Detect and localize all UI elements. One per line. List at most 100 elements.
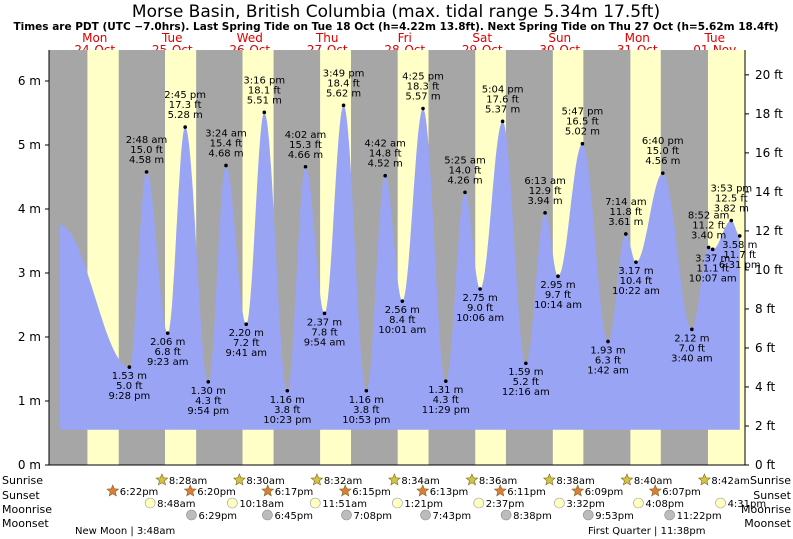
- sunset-icon: [338, 484, 352, 497]
- day-name: Wed: [237, 31, 263, 45]
- sunrise-icon: [697, 473, 711, 486]
- sunset-icon: [571, 484, 585, 497]
- tide-ft-label: 9.0 ft: [467, 303, 493, 314]
- tide-m-label: 4.26 m: [447, 175, 482, 186]
- moonset-time: 7:08pm: [354, 511, 393, 522]
- tide-extreme-point: [322, 311, 327, 316]
- sunset-time: 6:07pm: [662, 487, 701, 498]
- day-name: Mon: [625, 31, 650, 45]
- tide-time-label: 8:52 am: [688, 210, 730, 221]
- tide-ft-label: 12.5 ft: [715, 194, 748, 205]
- tide-extreme-point: [710, 247, 715, 252]
- day-name: Tue: [704, 31, 726, 45]
- tide-ft-label: 5.2 ft: [513, 377, 539, 388]
- new-moon-label: New Moon | 3:48am: [75, 526, 175, 537]
- sunrise-time: 8:32am: [324, 476, 362, 487]
- tide-m-label: 1.16 m: [270, 395, 305, 406]
- moonrise-time: 1:21pm: [404, 499, 443, 510]
- tide-ft-label: 18.4 ft: [327, 78, 360, 89]
- tide-ft-label: 4.3 ft: [195, 396, 221, 407]
- tide-extreme-point: [556, 274, 560, 279]
- left-tick-label: 2 m: [18, 330, 41, 344]
- tide-extreme-point: [400, 299, 405, 303]
- tide-time-label: 9:41 am: [225, 348, 267, 359]
- tide-ft-label: 9.7 ft: [545, 290, 571, 301]
- tide-ft-label: 15.4 ft: [210, 138, 243, 149]
- tide-time-label: 3:40 am: [671, 353, 713, 364]
- tide-time-label: 10:07 am: [689, 273, 737, 284]
- tide-time-label: 5:25 am: [444, 155, 486, 166]
- moonrise-time: 4:08pm: [645, 499, 684, 510]
- sunrise-time: 8:30am: [246, 476, 284, 487]
- tide-m-label: 5.57 m: [405, 92, 440, 103]
- moonrise-icon: [715, 497, 726, 509]
- tide-m-label: 5.62 m: [326, 88, 361, 99]
- tide-extreme-point: [706, 245, 711, 250]
- day-name: Sun: [548, 31, 571, 45]
- day-name: Mon: [82, 31, 107, 45]
- tide-m-label: 3.61 m: [608, 217, 643, 228]
- tide-m-label: 1.93 m: [590, 345, 625, 356]
- tide-m-label: 1.30 m: [191, 386, 226, 397]
- tide-m-label: 2.95 m: [540, 280, 575, 291]
- moonset-icon: [262, 509, 273, 521]
- sunrise-time: 8:40am: [634, 476, 672, 487]
- sunset-time: 6:11pm: [507, 487, 546, 498]
- tide-time-label: 1:42 am: [587, 365, 629, 376]
- tide-m-label: 5.02 m: [565, 127, 600, 138]
- tide-ft-label: 11.8 ft: [609, 207, 642, 218]
- tide-m-label: 4.68 m: [208, 148, 243, 159]
- tide-time-label: 2:45 pm: [164, 90, 206, 101]
- tide-ft-label: 3.8 ft: [274, 405, 300, 416]
- tide-extreme-point: [206, 380, 211, 384]
- tide-ft-label: 15.3 ft: [289, 140, 322, 151]
- moonrise-time: 3:32pm: [566, 499, 605, 510]
- tide-time-label: 9:54 am: [304, 337, 346, 348]
- right-tick-label: 8 ft: [755, 302, 775, 316]
- tide-ft-label: 11.1 ft: [696, 263, 729, 274]
- tide-extreme-point: [729, 218, 734, 223]
- tide-m-label: 2.20 m: [229, 328, 264, 339]
- tide-ft-label: 10.4 ft: [620, 276, 653, 287]
- moonset-icon: [500, 509, 512, 521]
- tide-time-label: 6:40 pm: [642, 136, 684, 147]
- right-tick-label: 16 ft: [755, 146, 783, 160]
- tide-time-label: 10:14 am: [534, 300, 582, 311]
- tide-time-label: 12:16 am: [502, 387, 550, 398]
- tide-ft-label: 7.8 ft: [311, 327, 337, 338]
- tide-extreme-point: [244, 322, 249, 327]
- tide-ft-label: 3.8 ft: [353, 405, 379, 416]
- left-tick-label: 3 m: [18, 266, 41, 280]
- tide-ft-label: 11.7 ft: [723, 250, 756, 261]
- sunrise-icon: [620, 473, 634, 486]
- tide-m-label: 1.59 m: [508, 367, 543, 378]
- tide-time-label: 4:25 pm: [402, 72, 444, 83]
- tide-time-label: 11:29 pm: [422, 405, 470, 416]
- tide-m-label: 2.37 m: [307, 317, 342, 328]
- sunrise-icon: [387, 473, 401, 486]
- tide-m-label: 2.75 m: [463, 293, 498, 304]
- tide-m-label: 4.58 m: [129, 155, 164, 166]
- left-tick-label: 0 m: [18, 458, 41, 472]
- sunrise-icon: [542, 473, 556, 486]
- right-tick-label: 14 ft: [755, 185, 783, 199]
- sunset-icon: [261, 484, 275, 497]
- moonset-time: 7:43pm: [433, 511, 472, 522]
- tide-m-label: 5.37 m: [485, 104, 520, 115]
- right-tick-label: 0 ft: [755, 458, 775, 472]
- tide-m-label: 4.52 m: [368, 159, 403, 170]
- tide-m-label: 1.53 m: [112, 371, 147, 382]
- chart-title: Morse Basin, British Columbia (max. tida…: [132, 2, 660, 22]
- tide-ft-label: 7.0 ft: [679, 343, 705, 354]
- tide-extreme-point: [500, 119, 505, 124]
- right-tick-label: 12 ft: [755, 224, 783, 238]
- moonset-icon: [341, 509, 352, 521]
- tide-time-label: 9:28 pm: [108, 391, 150, 402]
- tide-m-label: 4.56 m: [645, 156, 680, 167]
- tide-extreme-point: [543, 211, 547, 215]
- tide-time-label: 5:04 pm: [482, 84, 524, 95]
- sunrise-time: 8:38am: [556, 476, 594, 487]
- tide-m-label: 5.28 m: [168, 110, 203, 121]
